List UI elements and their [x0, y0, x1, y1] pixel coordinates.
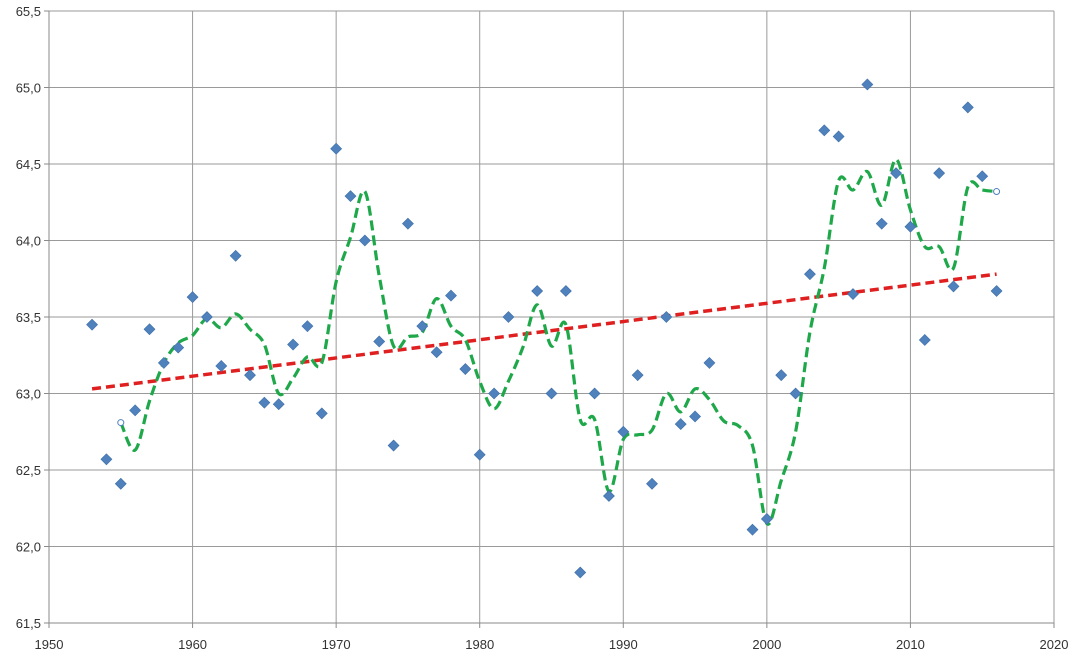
data-point [531, 285, 544, 297]
x-tick-label: 2020 [1040, 637, 1069, 652]
data-point [402, 217, 414, 230]
data-point [215, 360, 228, 372]
x-tick-label: 2010 [896, 637, 925, 652]
data-point [301, 320, 314, 333]
data-point [459, 363, 472, 375]
data-point [201, 311, 213, 323]
data-point [272, 398, 285, 411]
data-point [473, 448, 486, 461]
data-point [373, 335, 386, 348]
data-point [976, 170, 989, 183]
data-point [875, 217, 888, 230]
data-point [430, 346, 443, 359]
data-point [574, 566, 587, 579]
data-point [559, 285, 572, 297]
y-tick-label: 65,5 [16, 4, 41, 19]
moving-average-line [119, 157, 997, 526]
y-tick-label: 62,5 [16, 463, 41, 478]
data-point [890, 167, 902, 180]
data-point [387, 439, 400, 452]
data-point [789, 387, 802, 400]
data-point [832, 130, 845, 143]
data-point [86, 318, 98, 331]
data-point [416, 320, 429, 333]
data-point [114, 477, 127, 490]
data-point [315, 407, 328, 420]
data-point [818, 124, 831, 137]
y-tick-label: 64,0 [16, 234, 41, 249]
axes [44, 10, 1055, 628]
data-point [904, 220, 917, 233]
y-tick-label: 62,0 [16, 540, 41, 555]
data-points [86, 78, 1003, 579]
data-point [660, 311, 673, 323]
data-point [933, 167, 946, 180]
data-point [445, 289, 457, 302]
data-point [861, 78, 874, 91]
data-point [488, 387, 500, 400]
data-point [229, 249, 242, 262]
moving-average-endpoint [993, 188, 1001, 196]
data-point [358, 234, 371, 247]
data-point [990, 285, 1003, 297]
data-point [947, 280, 960, 293]
data-point [545, 387, 558, 400]
data-point [746, 523, 759, 536]
data-point [330, 142, 343, 155]
data-point [617, 425, 630, 438]
y-tick-labels: 61,5 62,0 62,5 63,0 63,5 64,0 64,5 65,0 65,5 [16, 4, 41, 631]
moving-average-endpoint [117, 419, 125, 427]
y-tick-label: 64,5 [16, 157, 41, 172]
data-point [186, 291, 199, 304]
data-point [760, 513, 773, 525]
data-point [258, 396, 271, 409]
data-point [689, 410, 701, 423]
data-point [775, 369, 788, 382]
x-tick-label: 1990 [609, 637, 638, 652]
y-tick-label: 65,0 [16, 81, 41, 96]
data-point [603, 490, 615, 502]
grid-lines [48, 10, 1055, 624]
data-point [918, 334, 931, 346]
y-tick-label: 63,5 [16, 310, 41, 325]
data-point [157, 356, 170, 369]
data-point [502, 311, 515, 323]
x-tick-label: 1980 [465, 637, 494, 652]
data-point [804, 268, 816, 281]
data-point [631, 369, 644, 382]
data-point [961, 101, 974, 114]
x-tick-labels: 1950 1960 1970 1980 1990 2000 2010 2020 [35, 637, 1069, 652]
x-tick-label: 1960 [178, 637, 207, 652]
y-tick-label: 61,5 [16, 616, 41, 631]
data-point [646, 477, 658, 490]
data-point [287, 338, 299, 351]
x-tick-label: 2000 [752, 637, 781, 652]
data-point [344, 190, 357, 203]
data-point [847, 288, 859, 300]
y-tick-label: 63,0 [16, 387, 41, 402]
data-point [129, 404, 142, 417]
data-point [172, 341, 185, 354]
data-point [100, 453, 113, 466]
data-point [588, 387, 601, 400]
data-point [244, 369, 256, 382]
data-point [143, 323, 156, 336]
data-point [674, 418, 687, 431]
data-point [703, 356, 716, 369]
moving-average-series [117, 157, 1001, 526]
trend-line [91, 272, 997, 391]
x-tick-label: 1970 [322, 637, 351, 652]
trend-series [91, 272, 997, 391]
x-tick-label: 1950 [35, 637, 64, 652]
